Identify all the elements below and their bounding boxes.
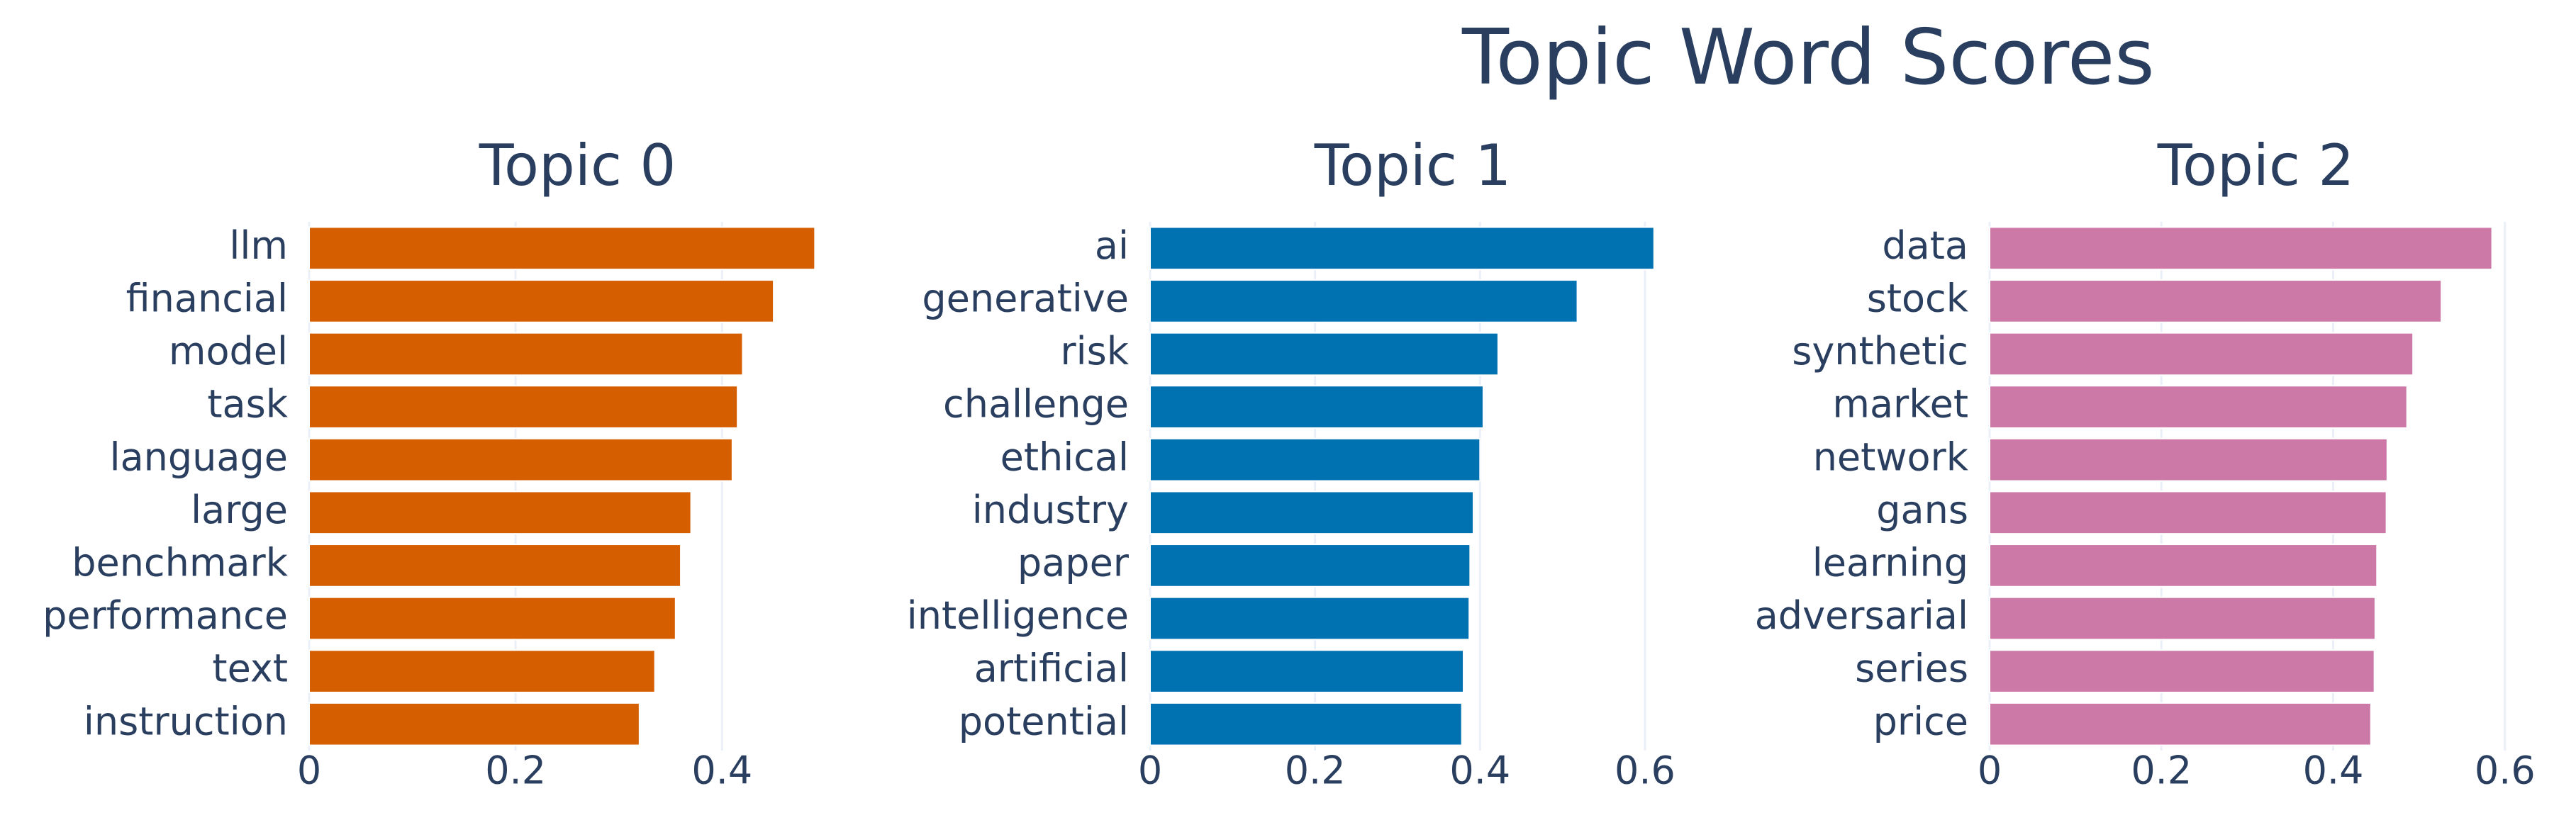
bar — [1149, 702, 1463, 746]
y-tick-label: task — [207, 382, 288, 427]
y-tick-label: series — [1855, 646, 1968, 691]
bar — [308, 385, 739, 429]
x-tick-label: 0.4 — [2303, 748, 2364, 793]
y-tick-label: benchmark — [72, 541, 289, 585]
bar — [1149, 385, 1484, 429]
y-tick-label: network — [1813, 434, 1969, 479]
x-tick-label: 0.2 — [1285, 748, 1346, 793]
y-tick-label: potential — [959, 699, 1129, 743]
y-tick-label: paper — [1017, 541, 1130, 585]
bar — [1989, 702, 2372, 746]
y-tick-label: text — [212, 646, 288, 691]
y-tick-label: ethical — [1000, 434, 1129, 479]
subplot-title: Topic 2 — [2157, 133, 2355, 198]
bar — [1149, 596, 1471, 641]
y-tick-label: model — [169, 329, 288, 374]
subplot-title: Topic 1 — [1314, 133, 1512, 198]
bar — [308, 596, 676, 641]
bar — [1989, 332, 2414, 376]
y-tick-label: risk — [1060, 329, 1129, 374]
y-tick-label: industry — [972, 488, 1129, 532]
bar — [1149, 332, 1499, 376]
y-tick-label: learning — [1812, 541, 1968, 585]
x-tick-label: 0 — [1978, 748, 2002, 793]
bar — [1149, 490, 1474, 535]
y-tick-label: synthetic — [1792, 329, 1968, 374]
x-tick-label: 0 — [1138, 748, 1162, 793]
bar — [1989, 544, 2378, 588]
x-tick-label: 0 — [297, 748, 321, 793]
y-tick-label: instruction — [84, 699, 288, 743]
x-tick-label: 0.4 — [691, 748, 752, 793]
y-tick-label: artificial — [974, 646, 1129, 691]
y-tick-label: language — [110, 434, 288, 479]
y-tick-label: market — [1832, 382, 1968, 427]
bar — [1149, 437, 1481, 482]
y-tick-label: challenge — [943, 382, 1129, 427]
x-tick-label: 0.2 — [2131, 748, 2192, 793]
bar — [308, 702, 640, 746]
bar — [1149, 544, 1471, 588]
bar — [308, 649, 656, 693]
bar — [308, 279, 775, 323]
bar — [308, 490, 692, 535]
y-tick-label: data — [1882, 223, 1968, 268]
y-tick-label: intelligence — [907, 593, 1129, 638]
y-tick-label: large — [191, 488, 288, 532]
bar — [308, 226, 816, 271]
bar — [1989, 437, 2388, 482]
bar — [1989, 385, 2408, 429]
x-tick-label: 0.6 — [2475, 748, 2536, 793]
y-tick-label: adversarial — [1755, 593, 1968, 638]
y-tick-label: financial — [126, 276, 288, 321]
x-tick-label: 0.4 — [1449, 748, 1510, 793]
y-tick-label: llm — [229, 223, 288, 268]
y-tick-label: performance — [43, 593, 288, 638]
y-tick-label: ai — [1095, 223, 1129, 268]
bar — [1989, 226, 2493, 271]
bar — [1989, 279, 2443, 323]
chart-title: Topic Word Scores — [1461, 13, 2155, 102]
bar — [1989, 596, 2376, 641]
bar — [308, 544, 682, 588]
bar — [308, 437, 733, 482]
x-tick-label: 0.2 — [485, 748, 546, 793]
bar — [1149, 649, 1465, 693]
bar — [1149, 226, 1655, 271]
bar — [1989, 649, 2375, 693]
y-tick-label: stock — [1867, 276, 1969, 321]
subplot-title: Topic 0 — [479, 133, 676, 198]
x-tick-label: 0.6 — [1615, 748, 1675, 793]
bar — [1149, 279, 1578, 323]
y-tick-label: price — [1873, 699, 1968, 743]
y-tick-label: generative — [922, 276, 1129, 321]
bar — [308, 332, 744, 376]
bar — [1989, 490, 2387, 535]
y-tick-label: gans — [1876, 488, 1968, 532]
